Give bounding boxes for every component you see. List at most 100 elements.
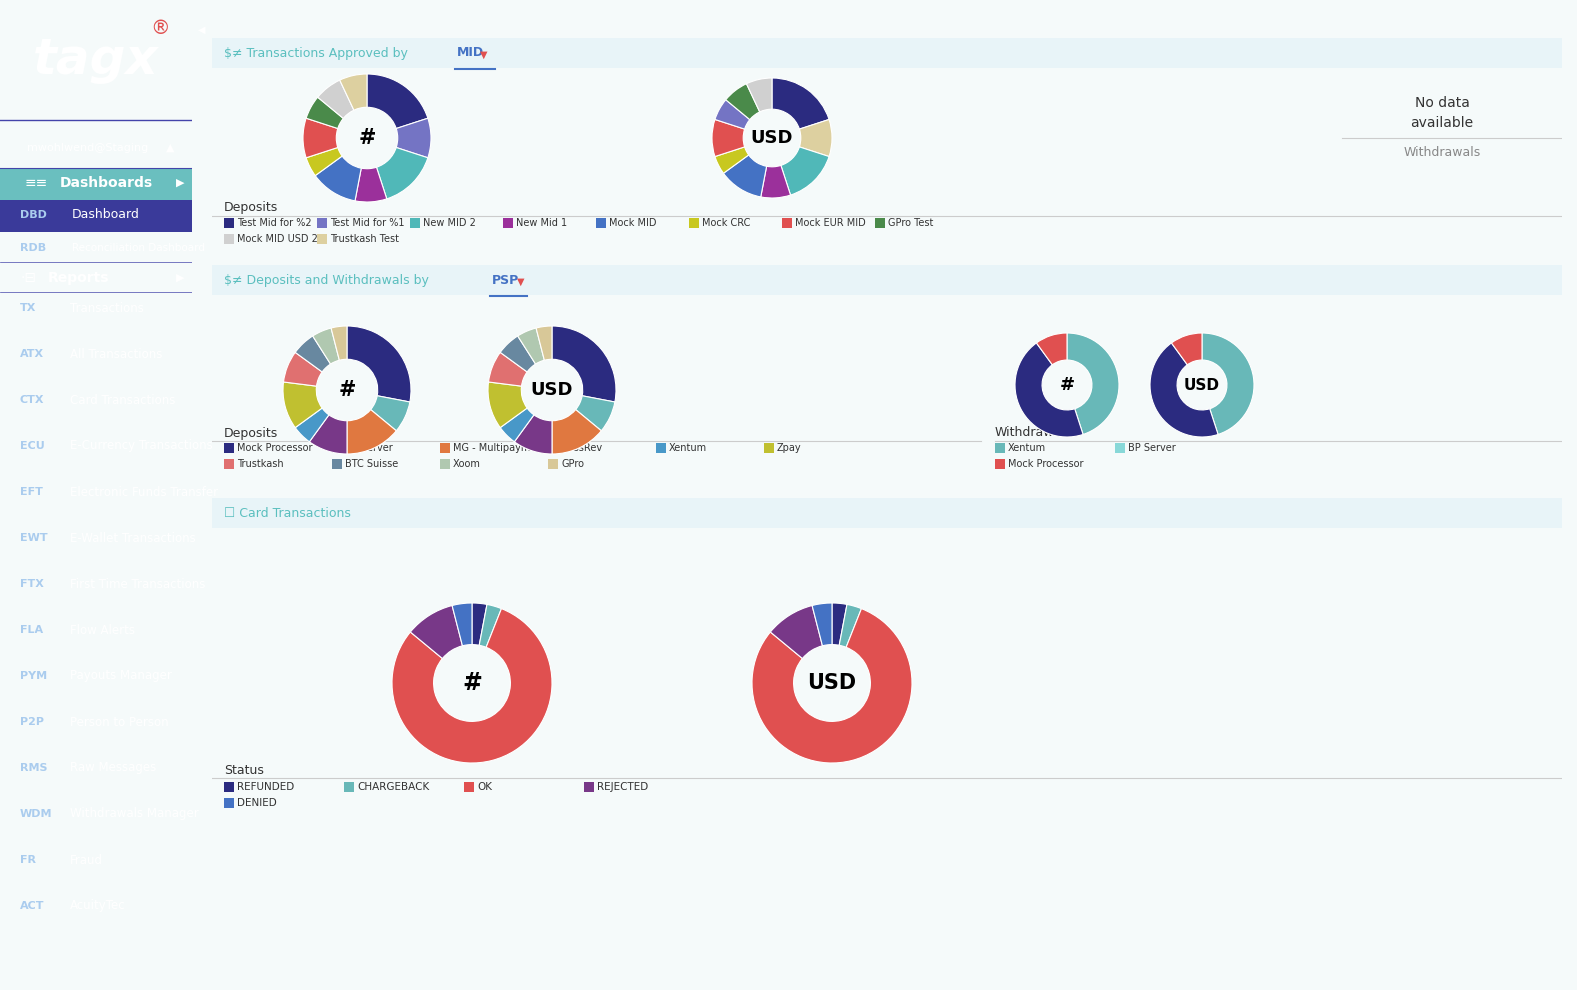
Text: Reports: Reports (47, 271, 109, 285)
Text: RDB: RDB (21, 243, 46, 253)
Bar (0, 168, 192, 200)
Wedge shape (1172, 333, 1202, 364)
Text: Zpay: Zpay (777, 443, 801, 453)
Text: FR: FR (21, 855, 36, 865)
Wedge shape (724, 154, 766, 197)
Wedge shape (487, 382, 527, 428)
Text: Dashboard: Dashboard (73, 209, 140, 222)
Wedge shape (312, 328, 339, 364)
Bar (875, 218, 885, 228)
Bar (0, 200, 192, 232)
Text: DENIED: DENIED (237, 798, 276, 808)
Text: CHARGEBACK: CHARGEBACK (356, 782, 429, 792)
Text: #: # (1060, 376, 1074, 394)
Text: New Mid 1: New Mid 1 (516, 218, 568, 228)
Wedge shape (1068, 333, 1120, 435)
Bar (596, 218, 606, 228)
Wedge shape (317, 80, 353, 119)
Text: ATX: ATX (21, 349, 44, 359)
Bar (224, 459, 233, 469)
Text: ACT: ACT (21, 901, 44, 911)
Text: DBD: DBD (21, 210, 47, 220)
Wedge shape (514, 415, 552, 454)
Wedge shape (355, 167, 386, 202)
Wedge shape (800, 120, 833, 156)
Wedge shape (295, 408, 330, 442)
Text: Dashboards: Dashboards (60, 176, 153, 190)
Wedge shape (1016, 343, 1083, 437)
Wedge shape (309, 415, 347, 454)
Wedge shape (489, 352, 527, 386)
Text: All Transactions: All Transactions (69, 347, 162, 360)
Bar (503, 218, 513, 228)
Text: ▼: ▼ (517, 277, 525, 287)
Text: Test Mid for %2: Test Mid for %2 (237, 218, 312, 228)
Text: Mock MID: Mock MID (609, 218, 656, 228)
Text: ·⊟: ·⊟ (21, 271, 36, 285)
Bar (344, 782, 353, 792)
Text: Card Transactions: Card Transactions (69, 393, 175, 407)
Text: ▶: ▶ (175, 273, 185, 283)
Wedge shape (714, 100, 749, 129)
Text: Withdrawals Manager: Withdrawals Manager (69, 808, 199, 821)
Text: EWT: EWT (21, 533, 47, 543)
Bar (995, 459, 1005, 469)
Bar (763, 443, 774, 453)
Text: Xentum: Xentum (1008, 443, 1046, 453)
Text: PYM: PYM (21, 671, 47, 681)
Wedge shape (839, 605, 861, 647)
Text: RMS: RMS (21, 763, 47, 773)
Text: BTC Suisse: BTC Suisse (345, 459, 399, 469)
Text: New MID 2: New MID 2 (423, 218, 476, 228)
Text: CTX: CTX (21, 395, 44, 405)
Wedge shape (479, 605, 501, 647)
Text: ▲: ▲ (166, 143, 173, 153)
Text: Deposits: Deposits (224, 427, 278, 440)
Text: Mock EUR MID: Mock EUR MID (795, 218, 866, 228)
Wedge shape (339, 74, 367, 110)
Text: ▼: ▼ (479, 50, 487, 60)
Wedge shape (347, 326, 412, 402)
Bar (440, 459, 449, 469)
Wedge shape (295, 336, 331, 372)
Wedge shape (410, 606, 462, 658)
Text: Trustkash: Trustkash (237, 459, 284, 469)
Text: E-Currency Transactions: E-Currency Transactions (69, 440, 213, 452)
Text: Test Mid for %1: Test Mid for %1 (330, 218, 404, 228)
Text: Status: Status (224, 763, 263, 776)
Bar (410, 218, 419, 228)
Text: Xentum: Xentum (669, 443, 706, 453)
Text: USD: USD (807, 673, 856, 693)
Wedge shape (347, 410, 396, 454)
Text: P2P: P2P (21, 717, 44, 727)
Wedge shape (752, 609, 912, 763)
Text: BossRev: BossRev (561, 443, 602, 453)
Bar (317, 234, 326, 244)
Bar (464, 782, 475, 792)
Bar (211, 498, 1561, 528)
Bar (547, 459, 558, 469)
Bar (689, 218, 699, 228)
Bar (317, 218, 326, 228)
Wedge shape (396, 118, 431, 157)
Text: ▶: ▶ (175, 178, 185, 188)
Text: #: # (358, 128, 375, 148)
Text: FTX: FTX (21, 579, 44, 589)
Bar (333, 443, 342, 453)
Wedge shape (517, 328, 544, 364)
Text: USD: USD (751, 129, 793, 147)
Text: Electronic Funds Transfer: Electronic Funds Transfer (69, 485, 218, 499)
Wedge shape (725, 84, 760, 120)
Bar (547, 443, 558, 453)
Text: #: # (462, 671, 483, 695)
Wedge shape (306, 97, 344, 129)
Text: Flow Alerts: Flow Alerts (69, 624, 136, 637)
Text: REJECTED: REJECTED (598, 782, 648, 792)
Text: Withdrawals: Withdrawals (1404, 147, 1481, 159)
Wedge shape (303, 118, 337, 157)
Bar (224, 443, 233, 453)
Wedge shape (284, 352, 322, 386)
Bar (583, 782, 595, 792)
Wedge shape (315, 156, 361, 201)
Text: OK: OK (476, 782, 492, 792)
